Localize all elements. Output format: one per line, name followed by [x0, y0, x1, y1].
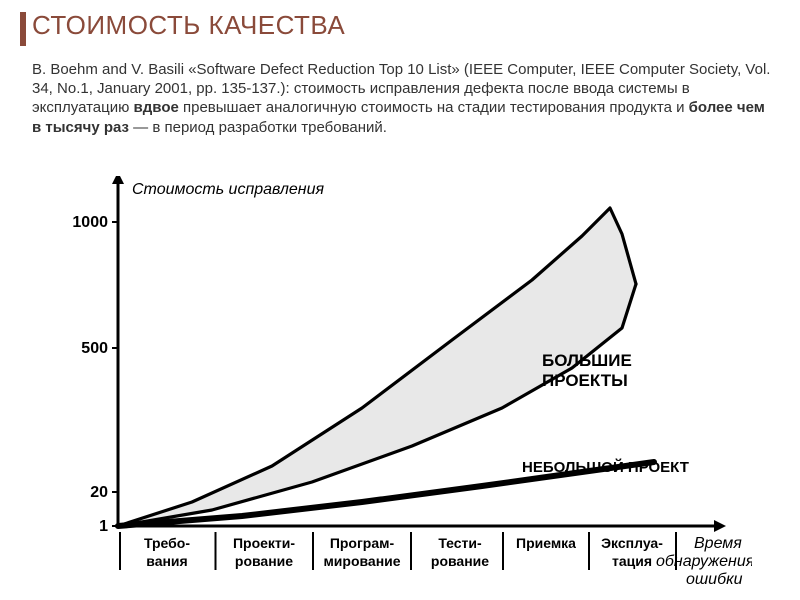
slide-title: СТОИМОСТЬ КАЧЕСТВА — [32, 10, 345, 41]
svg-text:ПРОЕКТЫ: ПРОЕКТЫ — [542, 371, 628, 390]
cost-of-quality-chart: 1 20 500 1000 Стоимость исправления Требо-ван… — [62, 176, 752, 584]
x-category-label: Програм- — [330, 535, 395, 551]
svg-text:вания: вания — [146, 553, 187, 569]
svg-text:рование: рование — [235, 553, 293, 569]
svg-text:рование: рование — [431, 553, 489, 569]
annotation-big-projects: БОЛЬШИЕ — [542, 351, 632, 370]
x-category-label: Требо- — [144, 535, 190, 551]
slide-body-text: B. Boehm and V. Basili «Software Defect … — [32, 60, 772, 137]
x-category-label: Эксплуа- — [601, 535, 663, 551]
svg-text:500: 500 — [81, 340, 108, 357]
svg-text:тация: тация — [612, 553, 652, 569]
svg-text:мирование: мирование — [323, 553, 400, 569]
x-category-label: Тести- — [438, 535, 482, 551]
annotation-small-project: НЕБОЛЬШОЙ ПРОЕКТ — [522, 458, 689, 476]
x-category-label: Приемка — [516, 535, 576, 551]
svg-text:обнаружения: обнаружения — [656, 553, 752, 570]
svg-text:Время: Время — [694, 535, 742, 552]
svg-text:Стоимость исправления: Стоимость исправления — [132, 181, 325, 198]
svg-text:20: 20 — [90, 484, 108, 501]
title-accent-bar — [20, 12, 26, 46]
svg-text:1000: 1000 — [72, 214, 108, 231]
x-category-label: Проекти- — [233, 535, 295, 551]
svg-text:ошибки: ошибки — [686, 571, 743, 584]
svg-text:1: 1 — [99, 518, 108, 535]
